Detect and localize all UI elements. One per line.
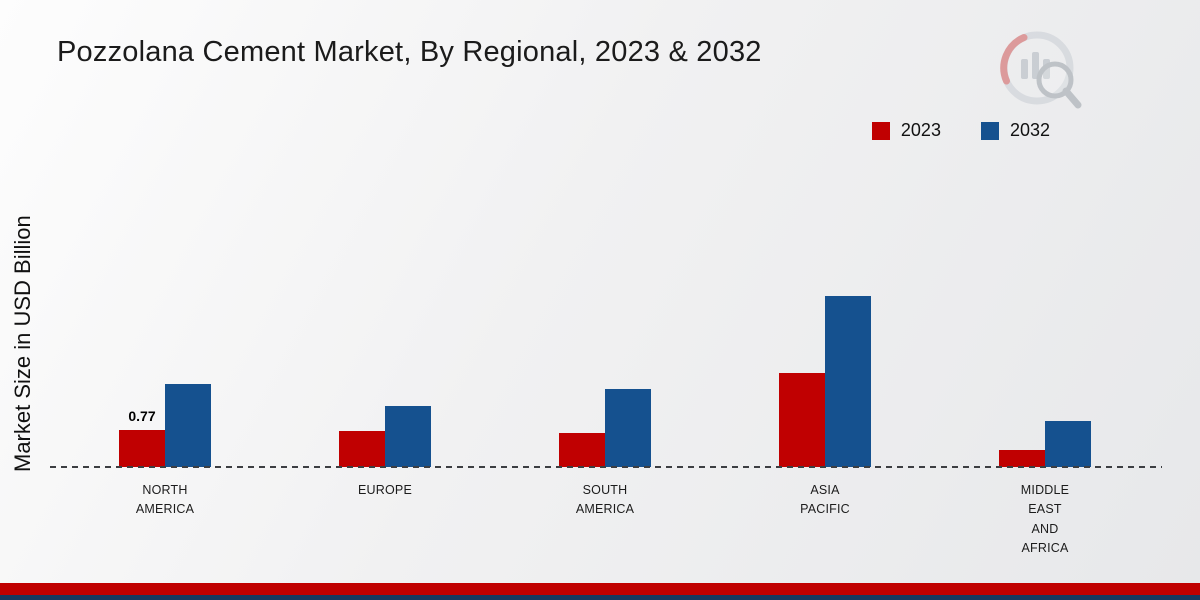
footer-red-stripe xyxy=(0,583,1200,595)
legend-swatch-2032 xyxy=(980,121,999,140)
bar-group-middle-east-and-africa xyxy=(935,251,1155,467)
bar-2023-middle-east-and-africa xyxy=(999,450,1045,467)
category-label-europe: EUROPE xyxy=(358,483,412,497)
bar-2023-north-america: 0.77 xyxy=(119,408,165,467)
bar-group-asia-pacific xyxy=(715,251,935,467)
legend: 2023 2032 xyxy=(871,120,1050,141)
legend-item-2023: 2023 xyxy=(871,120,941,141)
legend-label: 2032 xyxy=(1009,120,1050,140)
bar-2032-asia-pacific xyxy=(825,296,871,467)
brand-logo-icon xyxy=(993,28,1085,114)
bar-group-europe xyxy=(275,251,495,467)
y-axis-label: Market Size in USD Billion xyxy=(10,215,35,472)
plot-area: 0.77 xyxy=(55,251,1155,467)
legend-item-2032: 2032 xyxy=(980,120,1050,141)
bar-2032-north-america xyxy=(165,384,211,467)
category-label-south-america: SOUTH AMERICA xyxy=(575,483,635,517)
bar-group-north-america: 0.77 xyxy=(55,251,275,467)
category-label-asia-pacific: ASIA PACIFIC xyxy=(800,483,850,517)
legend-swatch-2023 xyxy=(871,121,890,140)
category-label-middle-east-and-africa: MIDDLE EAST AND AFRICA xyxy=(1020,483,1070,556)
value-label: 0.77 xyxy=(128,408,156,424)
bar-2032-south-america xyxy=(605,389,651,467)
bar-groups: 0.77 xyxy=(55,251,1155,467)
bar-group-south-america xyxy=(495,251,715,467)
footer-navy-stripe xyxy=(0,595,1200,600)
bar-2023-europe xyxy=(339,431,385,467)
x-axis-baseline xyxy=(50,466,1162,468)
legend-label: 2023 xyxy=(900,120,941,140)
category-label-north-america: NORTH AMERICA xyxy=(135,483,195,517)
x-axis-labels: NORTH AMERICA EUROPE SOUTH AMERICA ASIA PACIFI… xyxy=(55,481,1155,559)
bar-2023-asia-pacific xyxy=(779,373,825,467)
bar-2032-middle-east-and-africa xyxy=(1045,421,1091,467)
bar-2032-europe xyxy=(385,406,431,467)
bar-2023-south-america xyxy=(559,433,605,467)
chart-title: Pozzolana Cement Market, By Regional, 20… xyxy=(57,36,762,68)
